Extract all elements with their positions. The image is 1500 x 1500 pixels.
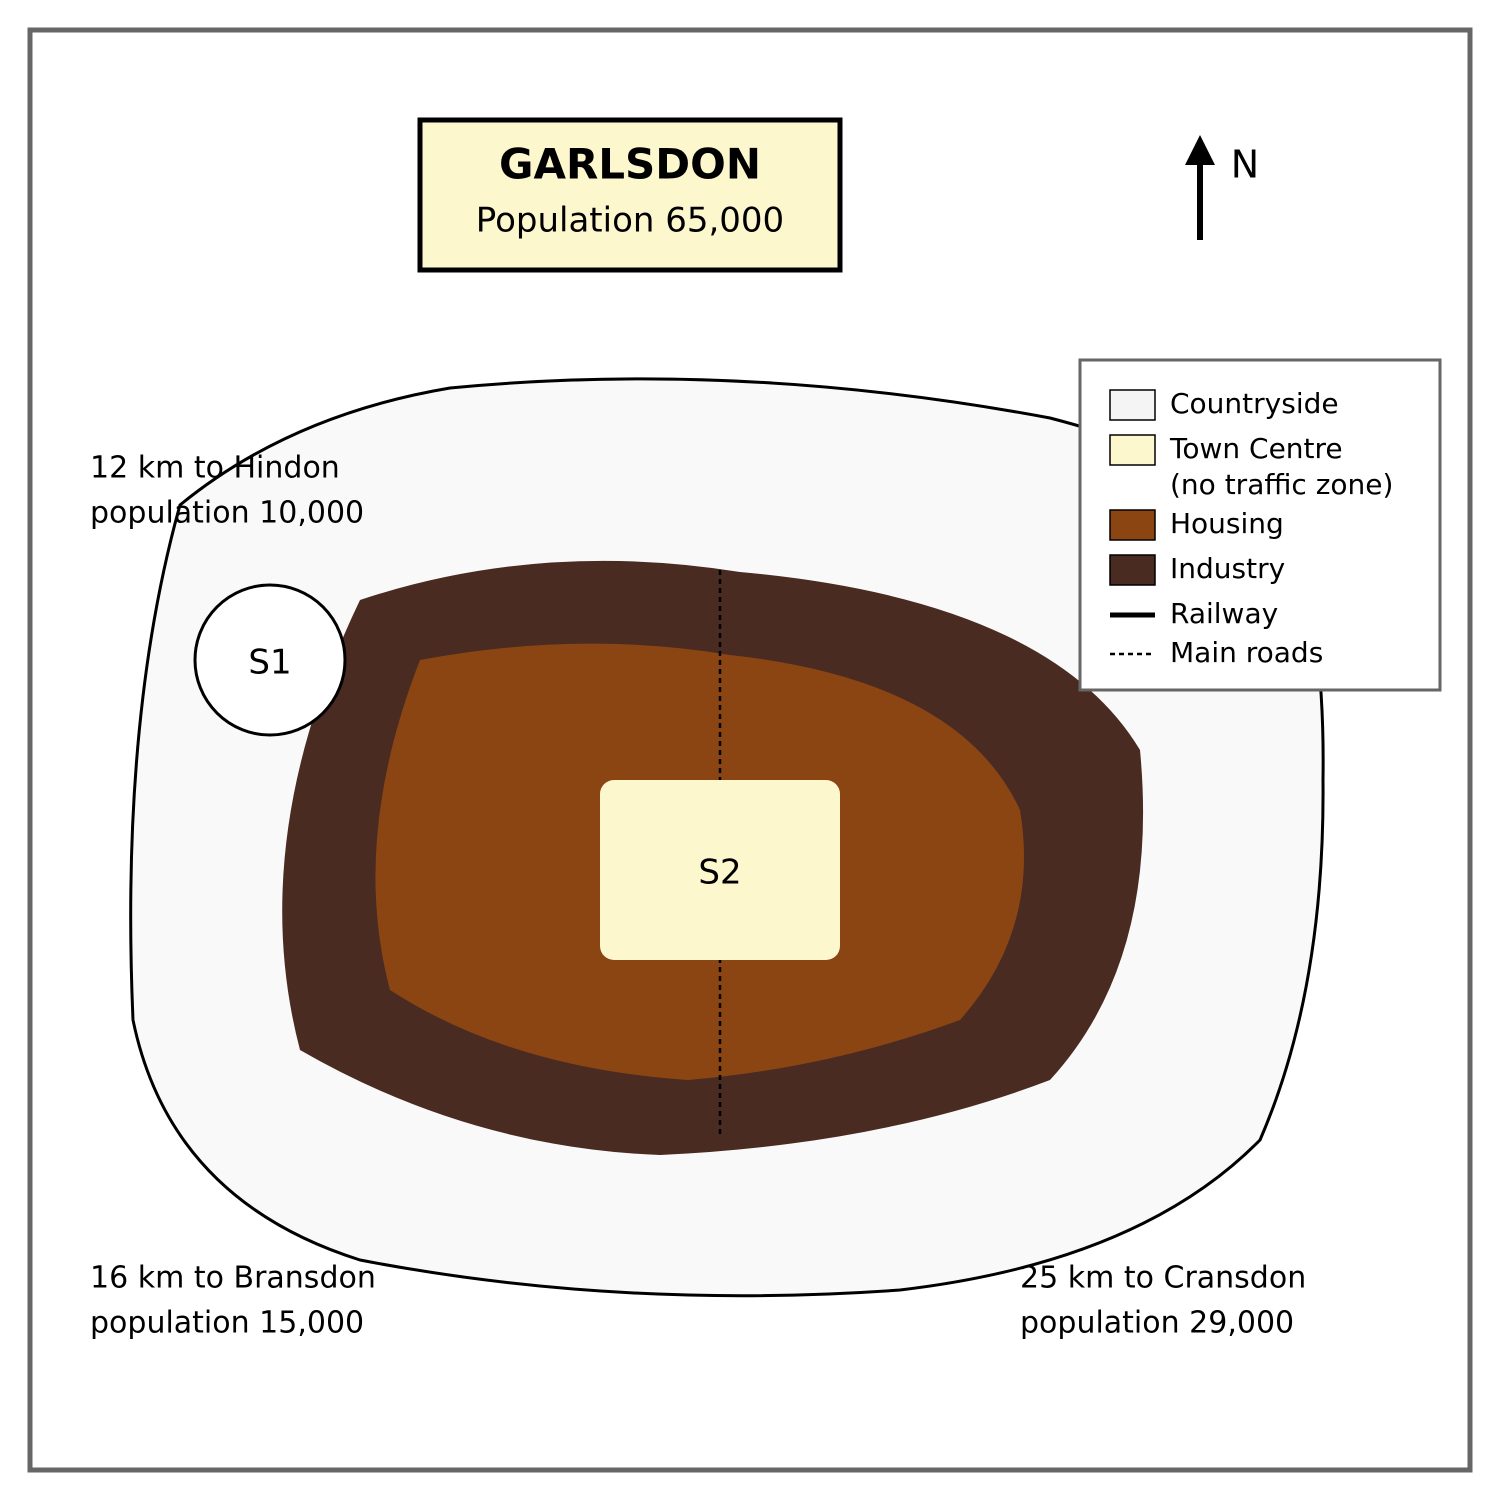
title-box [417,117,843,273]
legend-label-town-centre-note: (no traffic zone) [1170,468,1393,501]
north-arrow-icon [1185,135,1215,165]
cransdon-distance: 25 km to Cransdon [1020,1261,1306,1296]
legend-label-railway: Railway [1170,597,1278,630]
site-s1-circle [193,583,347,737]
legend-label-industry: Industry [1170,552,1285,585]
cransdon-population: population 29,000 [1020,1306,1294,1341]
site-s1-label: S1 [248,643,291,683]
north-label: N [1231,143,1259,187]
site-s2-label: S2 [698,853,741,893]
town-centre-area [600,780,840,960]
hindon-population: population 10,000 [90,496,364,531]
legend-label-countryside: Countryside [1170,387,1339,420]
legend-swatch-housing [1109,509,1156,541]
bransdon-population: population 15,000 [90,1306,364,1341]
town-name: GARLSDON [499,140,761,189]
bransdon-distance: 16 km to Bransdon [90,1261,376,1296]
legend-swatch-countryside [1109,389,1156,421]
legend-swatch-town-centre [1109,434,1156,466]
town-population: Population 65,000 [476,201,784,241]
legend-label-town-centre: Town Centre [1169,432,1343,465]
legend-label-main-roads: Main roads [1170,636,1323,669]
legend: Countryside Town Centre (no traffic zone… [1078,358,1442,692]
legend-label-housing: Housing [1170,507,1284,540]
legend-swatch-industry [1109,554,1156,586]
hindon-distance: 12 km to Hindon [90,451,340,486]
